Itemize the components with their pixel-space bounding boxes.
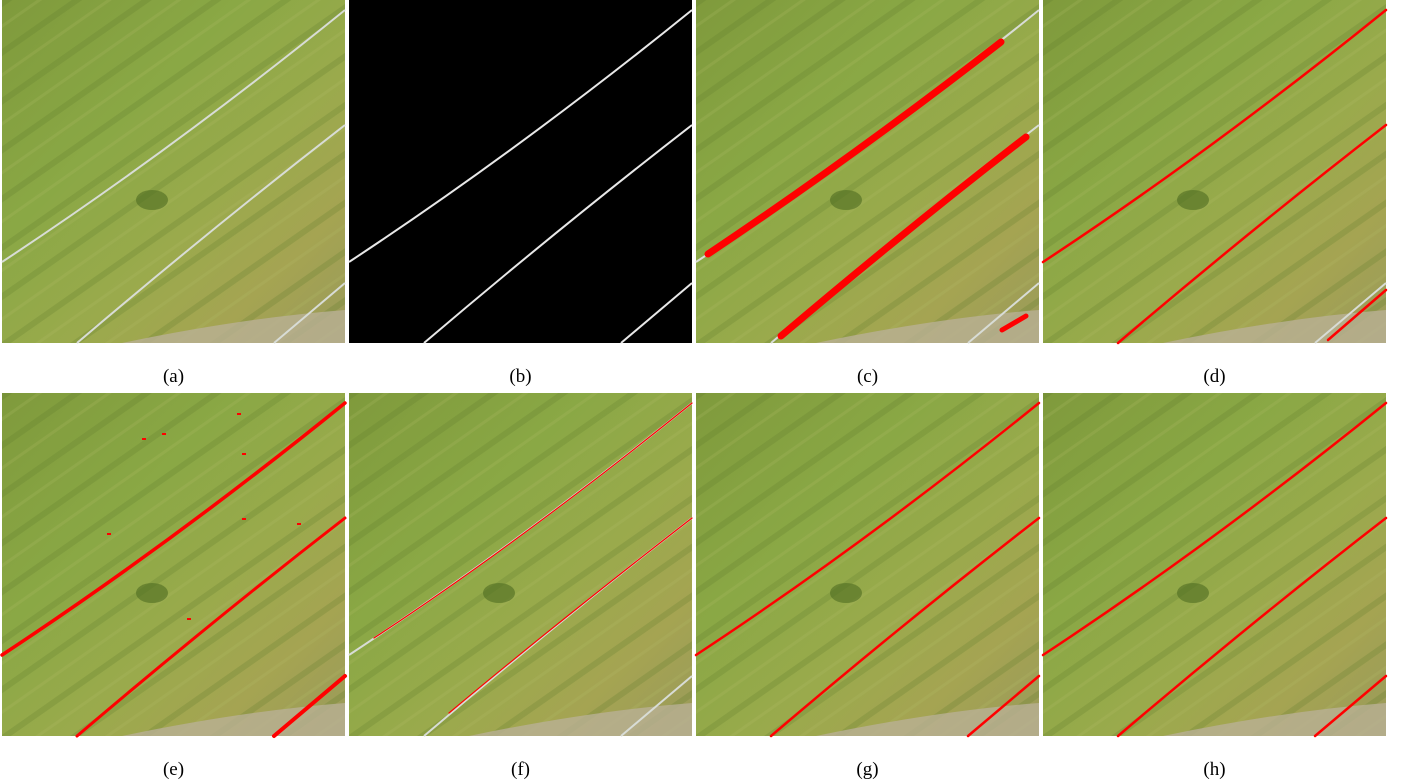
panel-label: (f) [511, 759, 530, 780]
bush [830, 583, 862, 603]
panel [349, 0, 692, 343]
noise-speck [242, 453, 246, 455]
noise-speck [297, 523, 301, 525]
panel-label: (e) [163, 759, 184, 780]
panel-label: (h) [1203, 759, 1225, 780]
bush [136, 583, 168, 603]
noise-speck [187, 618, 191, 620]
bush [1177, 583, 1209, 603]
noise-speck [162, 433, 166, 435]
panel [696, 0, 1039, 343]
figure: (a) (b) (c) (d) (e) (f) (g) (h) [0, 0, 1403, 781]
noise-speck [142, 438, 146, 440]
noise-speck [237, 413, 241, 415]
panel [696, 393, 1039, 736]
panel [1043, 393, 1386, 736]
panel-label: (d) [1203, 366, 1225, 387]
panel-label: (c) [857, 366, 878, 387]
panel [1043, 0, 1386, 343]
panel [2, 393, 345, 736]
bush [136, 190, 168, 210]
panel-label: (a) [163, 366, 184, 387]
noise-speck [107, 533, 111, 535]
bush [830, 190, 862, 210]
panel-label: (b) [509, 366, 531, 387]
panel-label: (g) [856, 759, 878, 780]
bush [1177, 190, 1209, 210]
bush [483, 583, 515, 603]
noise-speck [242, 518, 246, 520]
panel [349, 393, 692, 736]
panel [2, 0, 345, 343]
